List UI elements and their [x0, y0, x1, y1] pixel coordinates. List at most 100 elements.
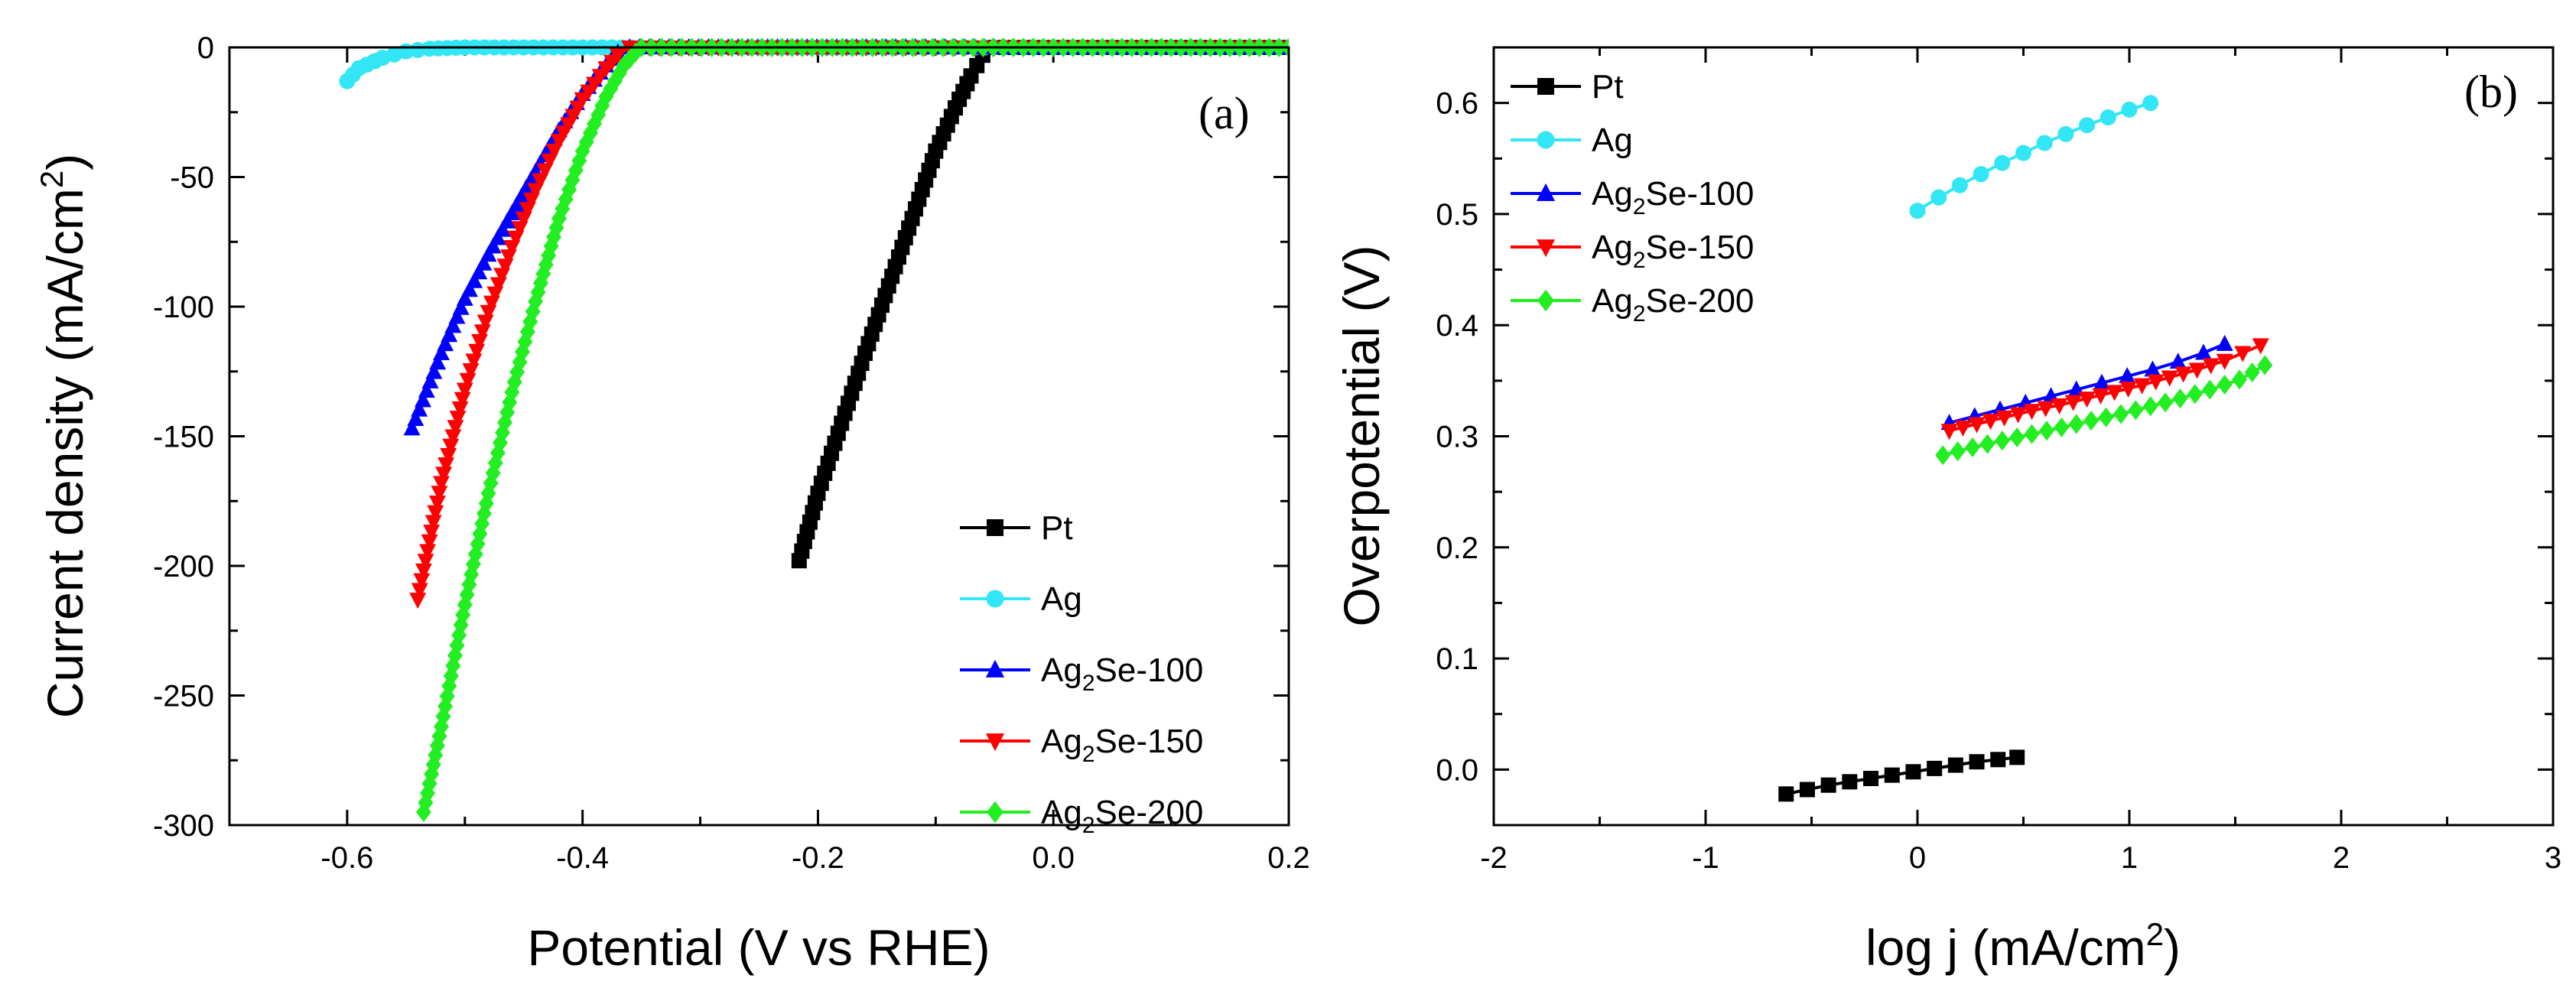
x-tick-label: 1 — [2121, 841, 2138, 875]
series-line — [410, 46, 1289, 430]
legend-label: Ag — [1041, 580, 1082, 618]
data-point — [444, 429, 462, 446]
data-point — [2023, 404, 2041, 421]
legend-marker — [987, 519, 1003, 536]
data-point — [1973, 166, 1989, 183]
data-point — [2216, 353, 2233, 370]
data-point — [427, 505, 444, 522]
data-point — [609, 48, 626, 65]
data-point — [512, 187, 530, 204]
data-point — [471, 333, 489, 350]
data-point — [1940, 424, 1958, 440]
panel-a-frame — [228, 46, 1290, 827]
data-point — [1951, 177, 1968, 193]
legend-marker — [1536, 239, 1556, 258]
panel-a-y-axis-title: Current density (mA/cm2) — [34, 154, 93, 719]
data-point — [2106, 385, 2123, 401]
data-point — [2036, 135, 2053, 151]
data-point — [2083, 411, 2100, 431]
x-tick-label: -0.6 — [320, 841, 373, 875]
data-point — [431, 486, 448, 502]
data-point — [2244, 362, 2260, 382]
y-tick-label: 0.2 — [1436, 531, 1478, 565]
data-point — [1905, 764, 1921, 780]
panel-b-series — [1778, 95, 2273, 802]
data-point — [2038, 421, 2054, 441]
legend-label: Ag2Se-150 — [1592, 229, 1754, 273]
legend-marker — [985, 659, 1005, 678]
x-tick-label: 0.0 — [1032, 841, 1075, 875]
data-point — [2202, 358, 2220, 375]
data-point — [2202, 379, 2218, 400]
y-tick-label: -150 — [153, 421, 214, 454]
data-point — [2100, 109, 2116, 126]
data-point — [444, 317, 462, 333]
panel-b-x-axis-title: log j (mA/cm2) — [1865, 916, 2181, 976]
x-tick-label: -0.2 — [792, 841, 844, 875]
panel-a-series — [339, 38, 1289, 823]
x-tick-label: 2 — [2333, 841, 2350, 875]
data-point — [456, 382, 473, 399]
data-point — [2188, 362, 2206, 379]
legend-marker — [1536, 183, 1556, 201]
y-tick-label: -200 — [153, 550, 214, 583]
series-ag2se-200 — [1935, 355, 2273, 466]
legend-item-ag2se-150: Ag2Se-150 — [960, 723, 1203, 767]
panel-a-x-axis-title: Potential (V vs RHE) — [527, 919, 990, 976]
data-point — [1778, 786, 1794, 802]
data-point — [2015, 145, 2031, 161]
data-point — [421, 372, 439, 388]
legend-marker — [1537, 289, 1554, 312]
data-point — [2142, 396, 2158, 417]
series-ag2se-150 — [409, 41, 1289, 609]
data-point — [1965, 437, 1981, 458]
data-point — [448, 307, 466, 324]
data-point — [2093, 373, 2110, 390]
data-point — [423, 525, 441, 541]
data-point — [475, 254, 493, 271]
series-line — [416, 46, 1289, 600]
data-point — [2133, 378, 2151, 395]
legend-item-ag2se-200: Ag2Se-200 — [960, 794, 1203, 838]
series-layer — [339, 38, 1289, 823]
data-point — [424, 515, 442, 531]
data-point — [1935, 445, 1951, 466]
panel-b-y-axis-title: Overpotential (V) — [1333, 245, 1390, 627]
data-point — [499, 212, 516, 229]
data-point — [1982, 414, 1999, 431]
series-layer — [1778, 95, 2273, 802]
data-point — [460, 281, 478, 297]
y-tick-label: 0.6 — [1436, 87, 1478, 121]
data-point — [459, 372, 476, 389]
y-tick-label: 0.1 — [1436, 642, 1478, 676]
data-point — [456, 289, 473, 306]
data-point — [421, 534, 438, 551]
data-point — [1995, 410, 2013, 427]
y-tick-label: 0.4 — [1436, 309, 1478, 343]
data-point — [494, 220, 512, 237]
y-tick-label: 0.5 — [1436, 198, 1478, 232]
data-point — [476, 314, 494, 331]
legend-item-pt: Pt — [1511, 68, 1624, 106]
data-point — [1950, 441, 1966, 462]
panel-b-legend: Pt Ag Ag2Se-100 Ag2Se-150 Ag2Se-200 — [1511, 68, 1754, 327]
data-point — [1930, 189, 1947, 206]
data-point — [2174, 366, 2192, 383]
legend-item-ag2se-100: Ag2Se-100 — [1511, 175, 1754, 219]
data-point — [411, 400, 428, 417]
data-point — [2128, 400, 2144, 421]
data-point — [2172, 388, 2188, 409]
data-point — [411, 583, 428, 600]
legend-label: Ag — [1592, 122, 1633, 159]
data-point — [2057, 125, 2074, 142]
data-point — [419, 544, 437, 561]
data-point — [437, 457, 455, 474]
data-point — [1820, 777, 1836, 793]
data-point — [2119, 382, 2137, 398]
data-point — [1968, 417, 1986, 434]
data-point — [417, 554, 434, 570]
legend-label: Ag2Se-100 — [1592, 175, 1754, 219]
y-tick-label: 0.0 — [1436, 753, 1478, 787]
legend-marker — [1537, 78, 1554, 95]
data-point — [2119, 367, 2136, 384]
